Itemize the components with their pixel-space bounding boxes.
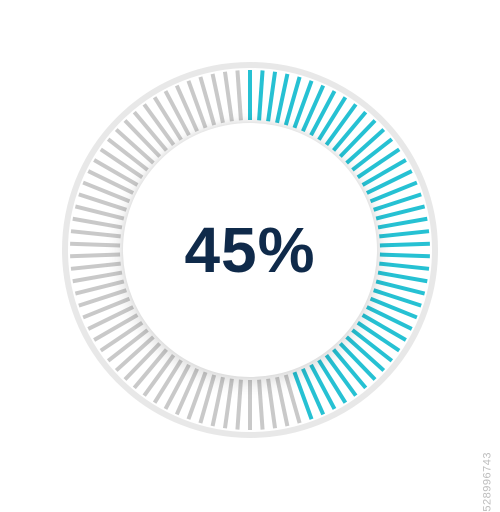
image-watermark: 528996743 (482, 452, 494, 512)
gauge-inner-disc: 45% (123, 123, 377, 377)
radial-progress-gauge: 45% (60, 60, 440, 440)
gauge-percent-label: 45% (184, 213, 315, 287)
